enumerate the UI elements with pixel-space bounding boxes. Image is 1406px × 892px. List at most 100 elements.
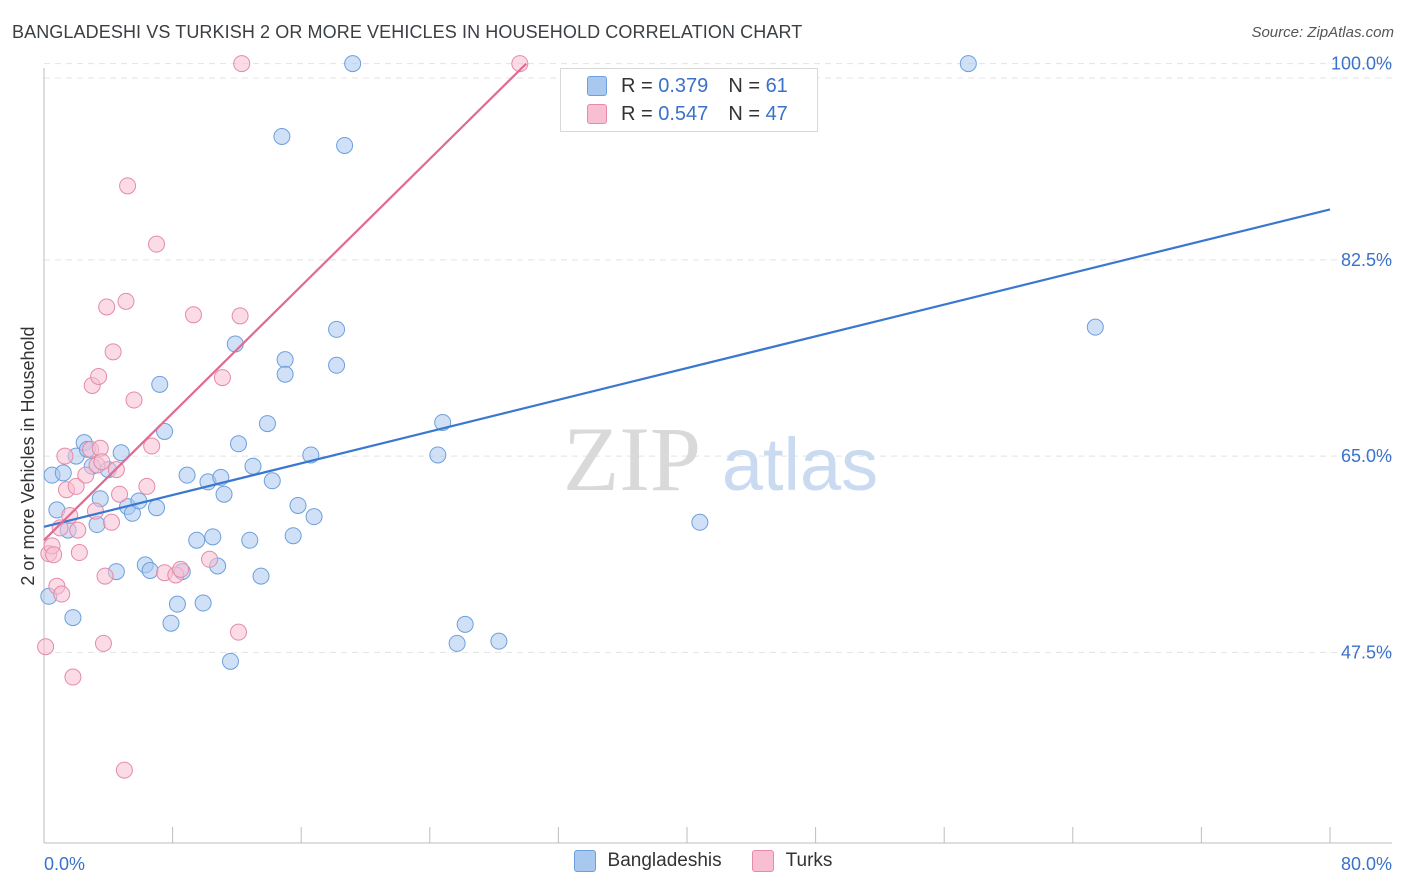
legend-n-value: 61	[765, 74, 788, 97]
legend-n-label: N =	[728, 74, 760, 97]
legend-n-label: N =	[728, 102, 760, 125]
bangladeshi-point	[276, 351, 294, 369]
turk-point	[67, 477, 85, 495]
y-tick-label: 100.0%	[1331, 54, 1392, 74]
turk-point	[64, 668, 82, 686]
bangladeshi-point	[1086, 318, 1104, 336]
stats-legend: R = 0.379 N = 61 R = 0.547 N = 47	[560, 68, 818, 132]
bangladeshi-point	[328, 356, 346, 374]
turk-point	[201, 550, 219, 568]
turk-point	[93, 453, 111, 471]
y-tick-label: 65.0%	[1341, 446, 1392, 466]
bangladeshi-point	[215, 485, 233, 503]
turk-point	[184, 306, 202, 324]
turk-point	[511, 55, 529, 73]
bangladeshi-point	[221, 652, 239, 670]
turk-point	[233, 55, 251, 73]
bangladeshi-point	[148, 499, 166, 517]
turk-point	[77, 466, 95, 484]
turk-point	[213, 369, 231, 387]
turk-point	[70, 544, 88, 562]
turk-point	[143, 437, 161, 455]
bangladeshi-point	[344, 55, 362, 73]
x-tick-label: 0.0%	[44, 854, 85, 874]
turk-point	[115, 761, 133, 779]
bangladeshi-point	[429, 446, 447, 464]
turk-point	[98, 298, 116, 316]
chart-title: BANGLADESHI VS TURKISH 2 OR MORE VEHICLE…	[12, 22, 803, 42]
legend-r-value: 0.379	[658, 74, 709, 97]
legend-item-turks: Turks	[751, 850, 833, 872]
turk-point	[125, 391, 143, 409]
tick-labels: 47.5% 65.0% 82.5% 100.0% 0.0% 80.0%	[44, 54, 1392, 874]
y-axis-label: 2 or more Vehicles in Household	[18, 326, 38, 585]
turk-point	[69, 521, 87, 539]
bangladeshi-point	[162, 614, 180, 632]
bangladeshi-point	[64, 609, 82, 627]
bangladeshi-point	[490, 632, 508, 650]
legend-r-value: 0.547	[658, 102, 709, 125]
y-tick-label: 82.5%	[1341, 250, 1392, 270]
legend-label-bangladeshis: Bangladeshis	[607, 850, 722, 871]
bangladeshi-point	[276, 365, 294, 383]
legend-swatch-blue	[573, 850, 596, 872]
bangladeshi-point	[54, 464, 72, 482]
turk-point	[148, 235, 166, 253]
turk-trend-line	[43, 62, 528, 541]
legend-r-label: R =	[621, 74, 653, 97]
bangladeshi-point	[244, 457, 262, 475]
turk-point	[172, 560, 190, 578]
bangladeshi-trend-line	[43, 208, 1331, 528]
turk-point	[90, 367, 108, 385]
turk-point	[119, 177, 137, 195]
data-points	[37, 55, 1104, 779]
turk-point	[53, 585, 71, 603]
watermark-zip: ZIP	[563, 408, 701, 510]
bangladeshi-point	[263, 472, 281, 490]
legend-swatch-pink	[587, 104, 607, 124]
legend-row-bangladeshis: R = 0.379 N = 61	[587, 73, 788, 99]
bangladeshi-point	[336, 136, 354, 154]
bangladeshi-point	[284, 527, 302, 545]
bangladeshi-point	[230, 435, 248, 453]
turk-point	[96, 567, 114, 585]
bangladeshi-point	[151, 375, 169, 393]
turk-point	[111, 485, 129, 503]
trend-lines	[43, 62, 1331, 541]
source-label: Source: ZipAtlas.com	[1251, 24, 1394, 41]
turk-point	[45, 546, 63, 564]
bangladeshi-point	[204, 528, 222, 546]
turk-point	[37, 638, 55, 656]
bangladeshi-point	[252, 567, 270, 585]
legend-r-label: R =	[621, 102, 653, 125]
turk-point	[104, 343, 122, 361]
turk-point	[103, 513, 121, 531]
bangladeshi-point	[273, 128, 291, 145]
bangladeshi-point	[226, 335, 244, 353]
legend-swatch-blue	[587, 76, 607, 96]
turk-point	[138, 477, 156, 495]
legend-row-turks: R = 0.547 N = 47	[587, 101, 788, 127]
turk-point	[94, 634, 112, 652]
turk-point	[117, 292, 135, 310]
legend-swatch-pink	[751, 850, 774, 872]
turk-point	[231, 307, 249, 325]
bangladeshi-point	[691, 513, 709, 531]
x-tick-label: 80.0%	[1341, 854, 1392, 874]
bangladeshi-point	[178, 466, 196, 484]
legend-n-value: 47	[765, 102, 788, 125]
turk-point	[56, 447, 74, 465]
bangladeshi-point	[305, 508, 323, 526]
gridlines	[44, 63, 1392, 653]
bangladeshi-point	[258, 415, 276, 433]
bangladeshi-point	[156, 422, 174, 440]
turk-point	[86, 502, 104, 520]
bangladeshi-point	[194, 594, 212, 612]
bangladeshi-point	[448, 634, 466, 652]
bangladeshi-point	[112, 444, 130, 462]
bangladeshi-point	[188, 531, 206, 549]
legend-label-turks: Turks	[785, 850, 833, 871]
y-tick-label: 47.5%	[1341, 642, 1392, 662]
legend-item-bangladeshis: Bangladeshis	[573, 850, 722, 872]
